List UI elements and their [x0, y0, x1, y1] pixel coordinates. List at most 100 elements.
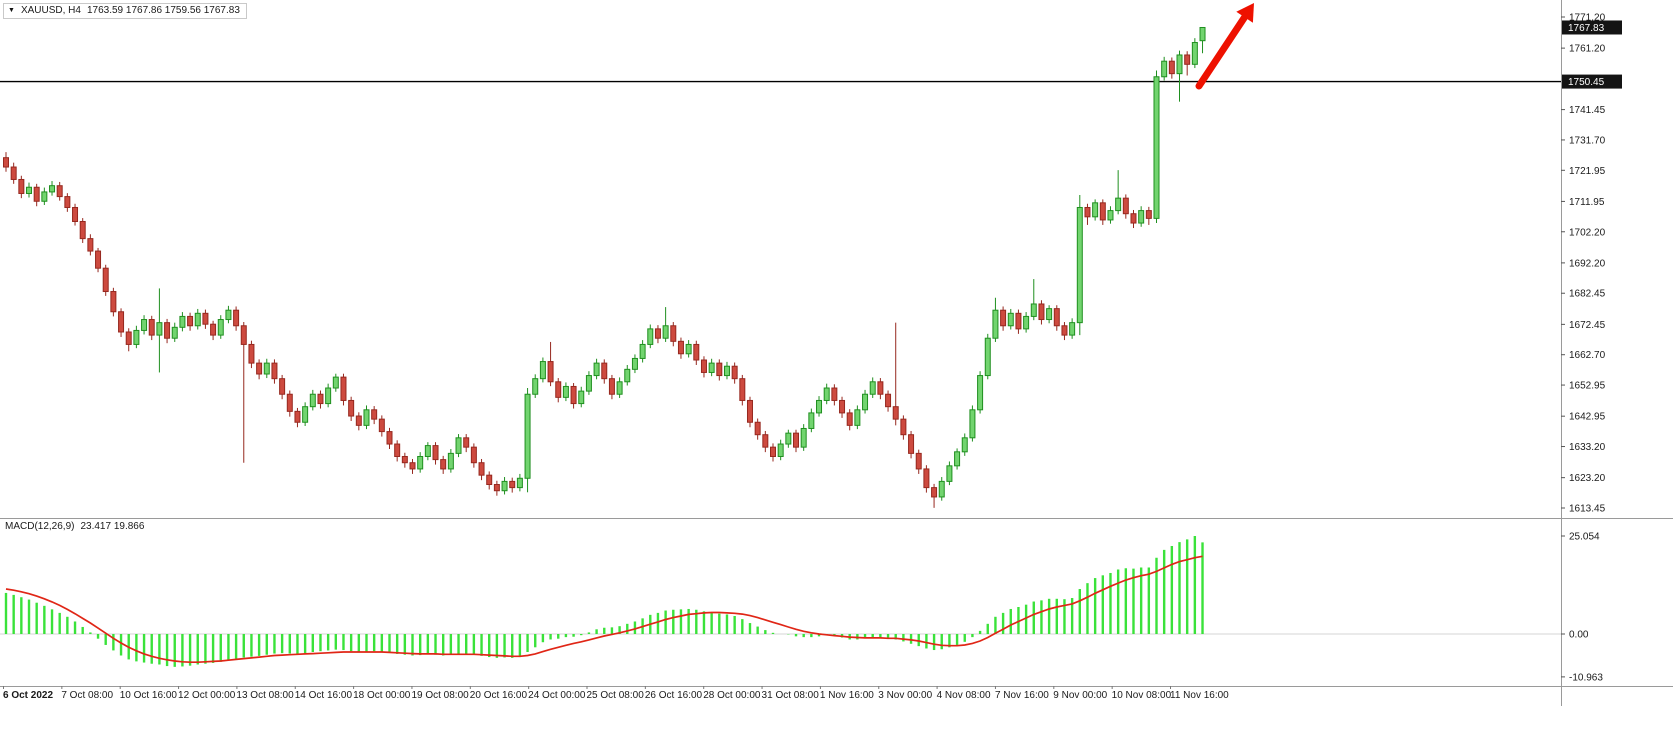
candle-body	[762, 434, 769, 448]
candle-body	[348, 399, 355, 417]
candle-body	[286, 393, 293, 412]
candle-body	[862, 393, 869, 411]
candle-body	[578, 390, 585, 405]
candle-body	[317, 393, 324, 405]
candle-body	[179, 315, 186, 328]
candle-body	[294, 410, 301, 423]
macd-tick-label: 0.00	[1569, 630, 1589, 641]
candle-body	[969, 409, 976, 439]
candle-body	[770, 446, 776, 457]
candle-body	[639, 343, 646, 359]
candle-body	[555, 381, 562, 398]
candle-body	[731, 365, 738, 380]
candle-body	[501, 480, 508, 492]
candle-body	[739, 378, 746, 401]
candle-body	[677, 340, 684, 355]
candle-body	[210, 323, 217, 336]
candle-body	[1138, 210, 1145, 224]
candle-body	[394, 443, 401, 457]
candle-body	[409, 462, 416, 470]
candle-body	[892, 406, 899, 420]
price-tick-label: 1721.95	[1569, 166, 1606, 177]
candle-body	[187, 315, 194, 327]
candle-body	[202, 312, 209, 325]
candle-body	[961, 437, 968, 453]
candle-body	[793, 432, 800, 448]
time-label: 1 Nov 16:00	[820, 690, 874, 701]
current-price-badge: 1767.83	[1568, 23, 1605, 34]
candle-body	[601, 362, 608, 380]
candle-body	[1115, 197, 1122, 212]
candle-body	[647, 328, 654, 345]
candle-body	[371, 409, 378, 420]
candle-body	[1030, 303, 1037, 317]
candle-body	[923, 468, 930, 489]
price-tick-label: 1652.95	[1569, 381, 1606, 392]
candle-body	[662, 325, 669, 339]
candle-body	[363, 409, 370, 426]
price-tick-label: 1711.95	[1569, 197, 1605, 208]
quote-symbol: XAUUSD, H4	[20, 5, 81, 16]
candle-body	[64, 196, 71, 208]
candle-body	[938, 480, 945, 498]
candle-body	[33, 186, 40, 202]
candle-body	[693, 343, 700, 361]
candle-body	[1161, 60, 1168, 78]
time-label: 10 Nov 08:00	[1112, 690, 1172, 701]
time-label: 24 Oct 00:00	[528, 690, 586, 701]
candle-body	[516, 477, 523, 489]
candle-body	[839, 399, 846, 414]
price-tick-label: 1692.20	[1569, 258, 1606, 269]
price-tick-label: 1741.45	[1569, 105, 1606, 116]
candle-body	[1092, 202, 1099, 218]
trend-arrow-annotation[interactable]	[1195, 3, 1254, 90]
time-axis[interactable]: 6 Oct 2022 7 Oct 08:00 10 Oct 16:00 12 Oct …	[3, 686, 1229, 701]
candle-body	[670, 325, 677, 342]
arrow-shaft[interactable]	[1195, 13, 1249, 90]
quote-ohlc: 1763.59 1767.86 1759.56 1767.83	[86, 5, 240, 16]
macd-indicator-label: MACD(12,26,9) 23.417 19.866	[5, 521, 144, 532]
symbol-dropdown-icon[interactable]: ▼	[8, 7, 15, 14]
candle-body	[432, 445, 439, 461]
candle-body	[1023, 315, 1030, 330]
candle-body	[49, 185, 56, 193]
candle-body	[447, 452, 454, 470]
candle-body	[823, 387, 830, 401]
candle-body	[593, 362, 600, 377]
candle-body	[225, 309, 232, 321]
candle-body	[900, 418, 907, 436]
price-axis[interactable]: 1771.20 1761.20 1741.45 1731.70 1721.95 1711.…	[1561, 13, 1622, 515]
candle-body	[309, 393, 316, 408]
candle-body	[777, 443, 784, 457]
price-tick-label: 1613.45	[1569, 504, 1606, 515]
candle-body	[340, 376, 347, 401]
candle-body	[746, 399, 753, 423]
candle-body	[1176, 54, 1183, 75]
candle-body	[624, 368, 631, 383]
candle-body	[946, 465, 953, 482]
candle-body	[700, 359, 707, 373]
candle-body	[401, 455, 408, 464]
candle-body	[378, 418, 385, 433]
macd-axis[interactable]: 25.054 0.00 -10.963	[1561, 532, 1603, 684]
candle-body	[424, 445, 431, 457]
axes-layer	[0, 0, 1673, 706]
candle-body	[816, 399, 823, 414]
price-tick-label: 1662.70	[1569, 350, 1606, 361]
candle-body	[3, 157, 9, 168]
candle-body	[1061, 325, 1068, 336]
candle-body	[984, 337, 991, 377]
time-label: 13 Oct 08:00	[236, 690, 294, 701]
time-label: 7 Oct 08:00	[61, 690, 113, 701]
candle-body	[831, 387, 838, 401]
arrow-head[interactable]	[1236, 3, 1254, 23]
candle-body	[486, 474, 493, 486]
time-label: 7 Nov 16:00	[995, 690, 1049, 701]
candle-body	[18, 178, 25, 194]
candle-body	[325, 387, 332, 405]
candles-layer	[3, 26, 1206, 508]
candle-body	[785, 432, 792, 445]
time-label: 12 Oct 00:00	[178, 690, 236, 701]
macd-layer	[0, 536, 1561, 667]
